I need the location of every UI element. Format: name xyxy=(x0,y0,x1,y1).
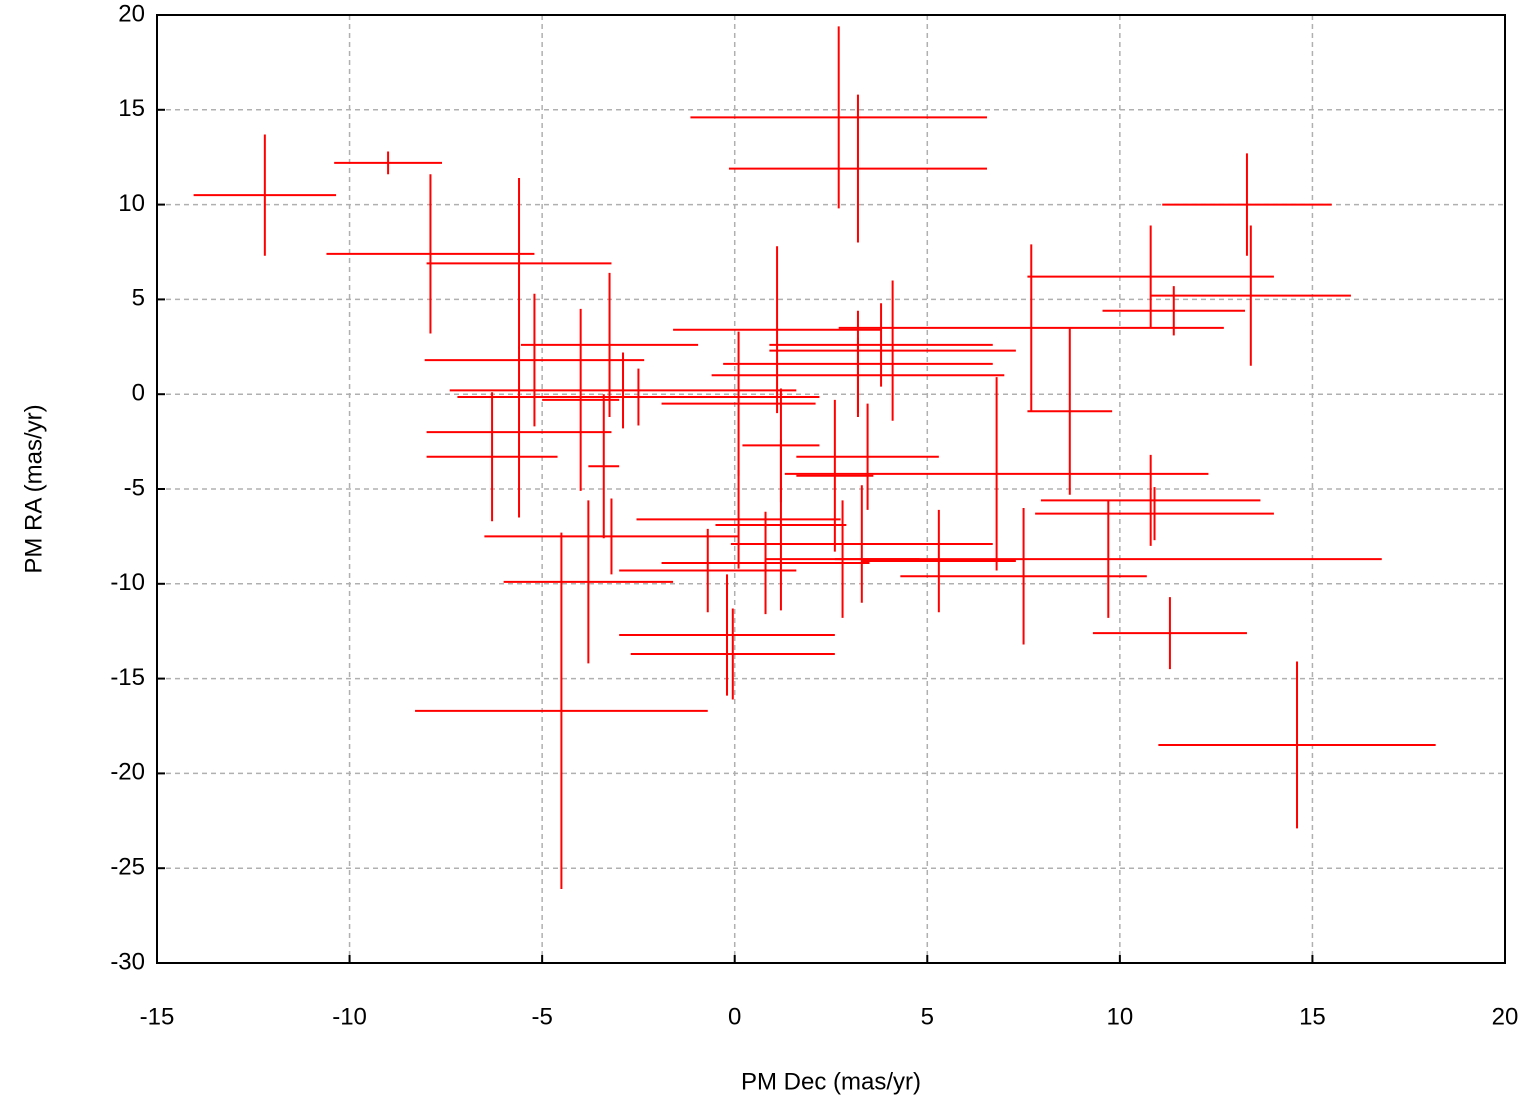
y-tick-label: -20 xyxy=(110,759,145,786)
plot-frame xyxy=(156,14,1506,964)
y-tick-label: 5 xyxy=(132,285,145,312)
x-axis-label: PM Dec (mas/yr) xyxy=(741,1068,921,1095)
x-tick-label: 0 xyxy=(728,1003,741,1030)
y-tick-label: 0 xyxy=(132,380,145,407)
y-tick-label: -30 xyxy=(110,948,145,975)
y-tick-label: -25 xyxy=(110,854,145,881)
x-tick-label: -10 xyxy=(332,1003,367,1030)
x-tick-label: 10 xyxy=(1107,1003,1134,1030)
y-axis-label: PM RA (mas/yr) xyxy=(20,404,47,573)
y-tick-label: 10 xyxy=(118,190,145,217)
y-tick-label: -10 xyxy=(110,569,145,596)
x-tick-label: 5 xyxy=(921,1003,934,1030)
y-tick-label: 15 xyxy=(118,95,145,122)
x-tick-label: -15 xyxy=(140,1003,175,1030)
y-tick-label: -5 xyxy=(124,474,145,501)
x-tick-label: 15 xyxy=(1299,1003,1326,1030)
x-tick-label: 20 xyxy=(1492,1003,1519,1030)
y-tick-label: -15 xyxy=(110,664,145,691)
x-tick-label: -5 xyxy=(531,1003,552,1030)
y-tick-label: 20 xyxy=(118,0,145,27)
